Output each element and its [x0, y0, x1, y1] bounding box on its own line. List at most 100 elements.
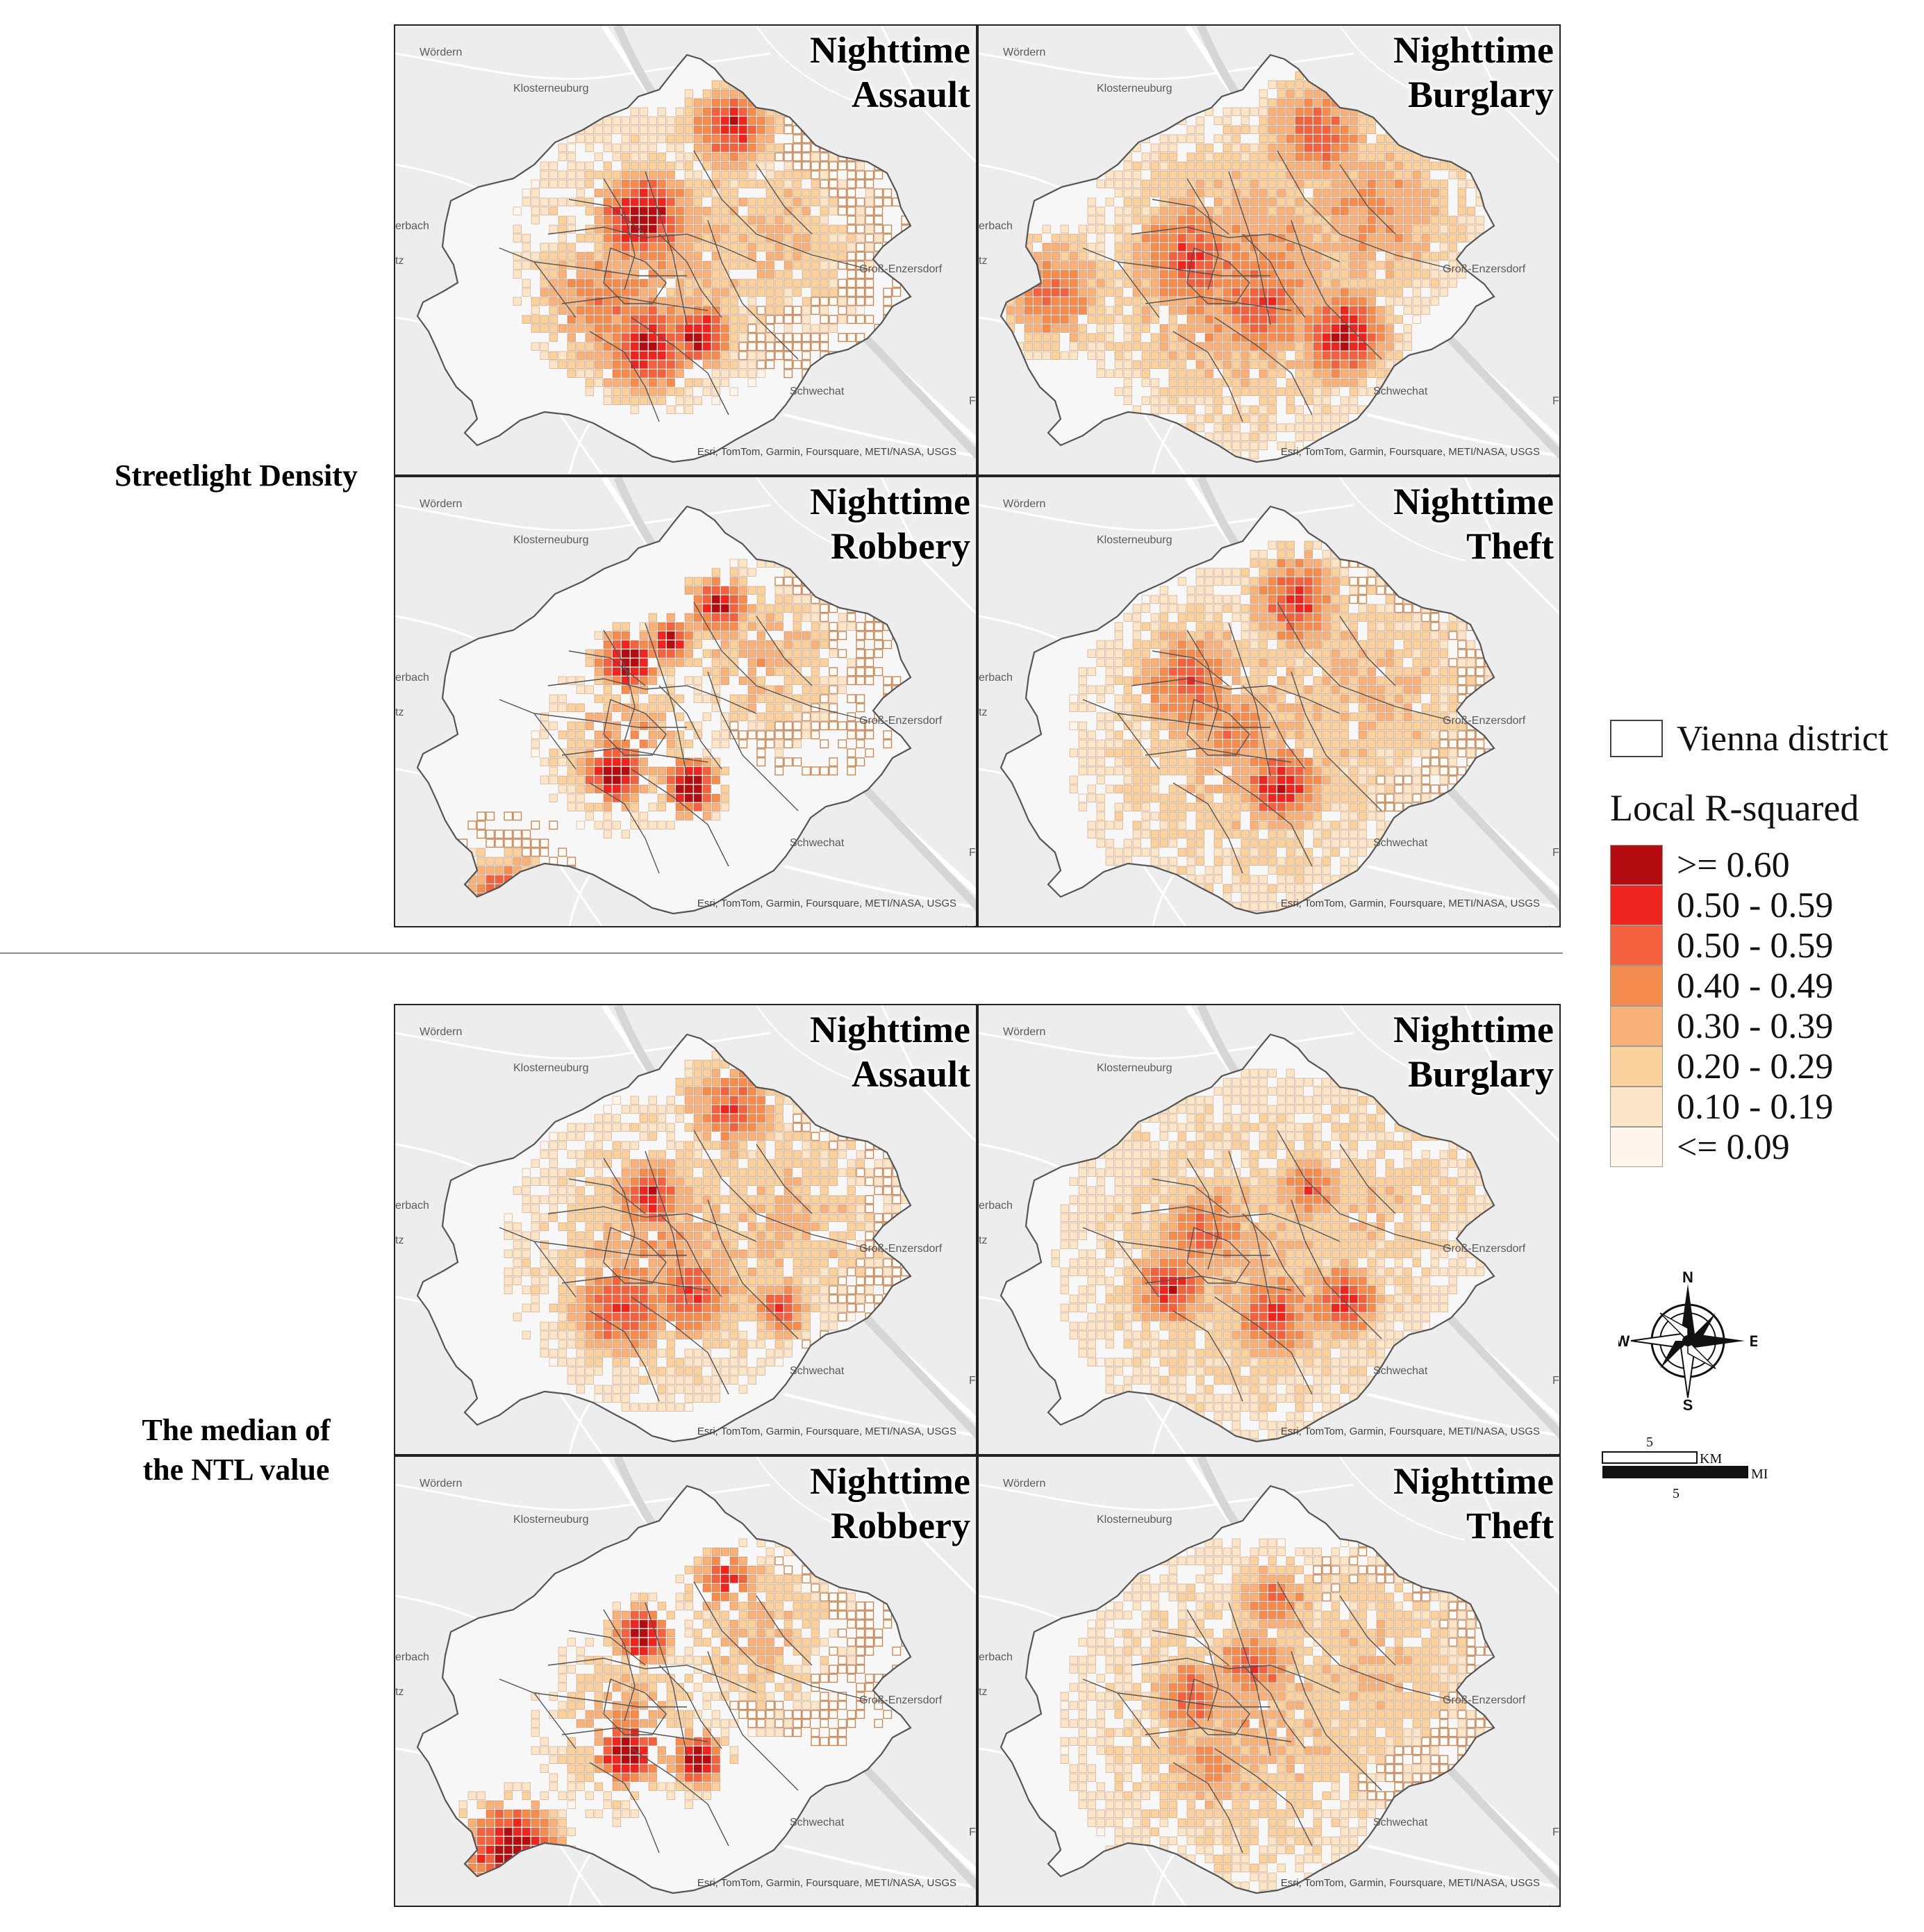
grid-cell — [1042, 224, 1051, 233]
grid-cell — [684, 188, 693, 197]
grid-cell — [1159, 188, 1168, 197]
grid-cell — [1096, 694, 1105, 703]
grid-cell — [1439, 233, 1448, 242]
grid-cell — [1412, 622, 1421, 631]
grid-cell — [783, 640, 793, 649]
grid-cell — [576, 342, 585, 351]
grid-cell — [1105, 179, 1114, 188]
grid-cell — [1403, 640, 1412, 649]
grid-cell — [747, 134, 756, 143]
grid-cell — [1277, 694, 1286, 703]
grid-cell — [1268, 694, 1277, 703]
grid-cell — [1340, 342, 1349, 351]
grid-cell — [1222, 224, 1231, 233]
grid-cell — [1340, 694, 1349, 703]
grid-cell — [1313, 405, 1322, 414]
grid-cell — [693, 378, 702, 387]
grid-cell — [711, 197, 720, 206]
grid-cell — [1024, 279, 1033, 288]
grid-cell — [567, 297, 576, 306]
grid-cell — [1141, 342, 1150, 351]
grid-cell — [1277, 829, 1286, 839]
grid-cell — [729, 1041, 738, 1050]
grid-cell — [1168, 387, 1177, 396]
grid-cell — [1114, 802, 1123, 811]
grid-cell — [738, 1105, 747, 1114]
grid-cell — [1123, 297, 1132, 306]
grid-cell — [711, 378, 720, 387]
grid-cell — [1150, 676, 1159, 685]
grid-cell — [702, 116, 711, 125]
district-boundary — [589, 782, 660, 874]
grid-cell — [1213, 270, 1222, 279]
grid-cell — [603, 242, 612, 251]
grid-cell — [1213, 802, 1222, 811]
grid-cell — [1177, 297, 1186, 306]
grid-cell — [1168, 784, 1177, 793]
grid-cell — [1448, 766, 1458, 776]
grid-cell — [1457, 188, 1466, 197]
grid-cell — [1259, 721, 1268, 730]
grid-cell — [612, 306, 621, 315]
grid-cell — [711, 730, 720, 739]
grid-cell — [1250, 315, 1259, 324]
grid-cell — [1313, 540, 1322, 550]
grid-cell — [567, 1123, 576, 1132]
grid-cell — [1430, 640, 1439, 649]
grid-cell — [1096, 279, 1105, 288]
grid-cell — [648, 170, 657, 179]
grid-cell — [1412, 766, 1421, 775]
grid-cell — [1421, 766, 1431, 776]
grid-cell — [1457, 197, 1466, 206]
grid-cell — [774, 288, 783, 297]
grid-cell — [1286, 206, 1295, 215]
grid-cell — [1051, 288, 1060, 297]
grid-cell — [612, 197, 621, 206]
grid-cell — [1268, 613, 1277, 622]
grid-cell — [920, 234, 928, 242]
grid-cell — [774, 270, 783, 279]
grid-cell — [1150, 685, 1159, 694]
grid-cell — [666, 179, 675, 188]
grid-cell — [793, 125, 802, 135]
grid-cell — [1150, 613, 1159, 622]
grid-cell — [1358, 378, 1367, 387]
grid-cell — [1394, 613, 1403, 622]
grid-cell — [720, 369, 729, 378]
grid-cell — [594, 224, 603, 233]
place-label-purkersdorf_fragment: erbach — [395, 672, 429, 684]
grid-cell — [684, 1068, 693, 1078]
district-boundary — [756, 616, 813, 686]
grid-cell — [702, 604, 711, 613]
grid-cell — [585, 288, 594, 297]
grid-cell — [1087, 315, 1096, 324]
grid-cell — [811, 622, 820, 631]
grid-cell — [1484, 649, 1493, 658]
grid-cell — [1250, 270, 1259, 279]
grid-cell — [684, 658, 693, 667]
grid-cell — [747, 721, 756, 730]
grid-cell — [1295, 333, 1304, 342]
grid-cell — [594, 279, 603, 288]
grid-cell — [756, 1059, 765, 1068]
grid-cell — [1114, 811, 1123, 820]
grid-cell — [729, 98, 738, 107]
grid-cell — [1295, 866, 1304, 875]
grid-cell — [1150, 387, 1159, 396]
grid-cell — [1304, 586, 1313, 595]
grid-cell — [1259, 604, 1268, 613]
grid-cell — [1231, 378, 1241, 387]
grid-cell — [1448, 251, 1457, 261]
grid-cell — [865, 215, 874, 225]
grid-cell — [765, 739, 775, 749]
grid-cell — [1231, 604, 1241, 613]
grid-cell — [774, 667, 783, 676]
grid-cell — [1105, 667, 1114, 676]
grid-cell — [1286, 775, 1295, 784]
grid-cell — [711, 396, 720, 405]
grid-cell — [630, 667, 639, 676]
grid-cell — [1096, 215, 1105, 224]
grid-cell — [738, 242, 747, 251]
grid-cell — [684, 224, 693, 233]
grid-cell — [1484, 685, 1494, 695]
